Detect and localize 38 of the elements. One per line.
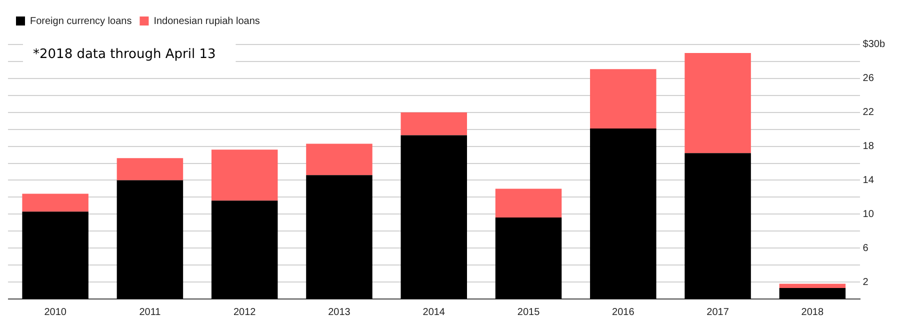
annotation: *2018 data through April 13 — [33, 46, 216, 62]
y-tick-label: 14 — [862, 174, 874, 186]
x-tick-label: 2013 — [328, 306, 351, 318]
y-tick-label: 6 — [862, 242, 869, 254]
bar — [211, 200, 278, 299]
y-tick-label: 18 — [862, 141, 874, 152]
bar — [306, 175, 372, 299]
bar — [22, 194, 88, 212]
x-tick-label: 2010 — [44, 306, 67, 318]
y-tick-label: 10 — [862, 208, 874, 220]
x-tick-label: 2016 — [612, 306, 635, 318]
x-tick-label: 2012 — [233, 306, 256, 318]
bar — [684, 153, 751, 299]
y-tick-label: $30b — [862, 39, 886, 50]
y-tick-label: 26 — [862, 73, 874, 84]
y-tick-label: 2 — [862, 276, 869, 288]
bar — [590, 69, 656, 128]
bar — [400, 135, 467, 299]
x-tick-label: 2011 — [139, 306, 162, 318]
x-tick-label: 2014 — [422, 306, 446, 318]
bar — [684, 52, 751, 154]
bar — [495, 218, 562, 299]
x-tick-label: 2017 — [706, 306, 730, 318]
y-tick-label: 22 — [862, 107, 874, 118]
bar — [590, 128, 656, 299]
x-tick-label: 2018 — [801, 306, 824, 318]
x-tick-label: 2015 — [517, 306, 540, 318]
bar — [116, 180, 184, 299]
bar — [306, 144, 372, 176]
bar — [400, 112, 467, 136]
legend-label: Foreign currency loans — [30, 16, 132, 27]
legend-label: Indonesian rupiah loans — [154, 16, 260, 27]
bar — [22, 212, 88, 299]
bar — [495, 188, 562, 218]
bar — [779, 284, 846, 288]
bar — [116, 158, 184, 180]
bar — [779, 288, 846, 299]
bar — [211, 150, 278, 201]
